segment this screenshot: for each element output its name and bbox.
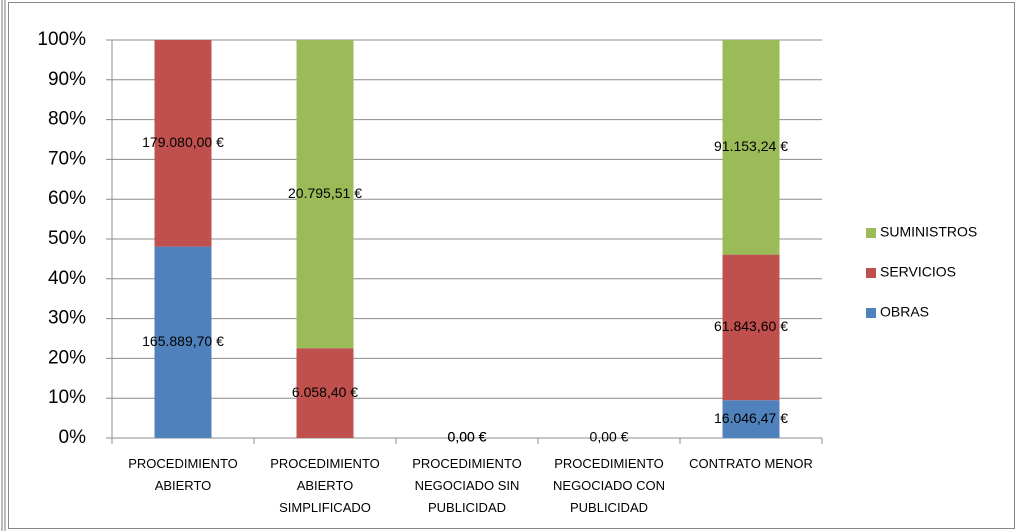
data-label: 6.058,40 € [292,384,358,400]
y-tick-label: 20% [48,347,86,368]
y-tick-label: 10% [48,387,86,408]
bar-segment [296,348,354,438]
legend-swatch [866,268,876,278]
data-label: 0,00 € [590,429,629,445]
x-tick-label: PROCEDIMIENTO NEGOCIADO SIN PUBLICIDAD [412,456,522,515]
legend-swatch [866,308,876,318]
y-tick-label: 30% [48,308,86,329]
y-tick-label: 80% [48,109,86,130]
legend-label: SUMINISTROS [880,224,977,240]
legend-swatch [866,228,876,238]
bar-segment [722,400,780,438]
x-tick-label: PROCEDIMIENTO ABIERTO SIMPLIFICADO [270,456,380,515]
x-tick-label: PROCEDIMIENTO ABIERTO [128,456,238,493]
chart-border [8,2,1015,529]
y-tick-label: 40% [48,268,86,289]
bar-segment [154,40,212,247]
data-label: 0,00 € [448,429,487,445]
data-label: 179.080,00 € [142,134,224,150]
data-label: 165.889,70 € [142,333,224,349]
data-label: 20.795,51 € [288,185,362,201]
y-tick-label: 70% [48,148,86,169]
bar-segment [722,254,780,401]
y-tick-label: 60% [48,188,86,209]
data-label: 91.153,24 € [714,138,788,154]
x-tick-label: PROCEDIMIENTO NEGOCIADO CON PUBLICIDAD [553,456,665,515]
y-tick-label: 0% [59,427,87,448]
x-tick-label: CONTRATO MENOR [689,456,813,471]
y-tick-label: 90% [48,69,86,90]
bar-segment [722,40,780,255]
legend-label: SERVICIOS [880,264,956,280]
bar-segment [154,246,212,438]
data-label: 0,00 € [448,429,487,445]
data-label: 61.843,60 € [714,318,788,334]
legend-label: OBRAS [880,304,929,320]
y-tick-label: 50% [48,228,86,249]
y-tick-label: 100% [37,29,86,50]
bar-segment [296,40,354,349]
data-label: 16.046,47 € [714,410,788,426]
